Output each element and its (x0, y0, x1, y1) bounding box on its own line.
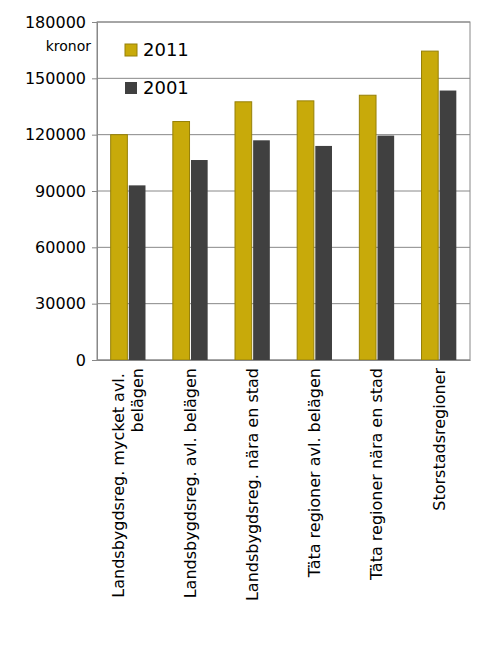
bar (111, 135, 128, 360)
x-tick: Landsbygdsreg. mycket avl. belägen (109, 360, 146, 598)
y-tick-mark (92, 78, 97, 79)
y-tick-mark (92, 360, 97, 361)
y-tick: 30000 (35, 294, 97, 313)
grid (97, 22, 470, 360)
y-tick-label: 90000 (35, 182, 86, 201)
y-tick-mark (92, 135, 97, 136)
bar (173, 122, 190, 360)
y-tick: 90000 (35, 182, 97, 201)
x-tick: Landsbygdsreg. nära en stad (243, 360, 262, 601)
y-tick-label: 30000 (35, 294, 86, 313)
x-tick-label-line: Storstadsregioner (430, 368, 449, 511)
x-tick: Storstadsregioner (430, 360, 449, 511)
x-tick: Täta regioner avl. belägen (305, 360, 324, 578)
bar (377, 136, 394, 360)
bar-series (111, 51, 439, 360)
plot: 0 30000 60000 90000 120000 150000 180000 Landsb… (25, 13, 471, 601)
x-tick-label-line: Landsbygdsreg. nära en stad (243, 368, 262, 601)
bar (253, 140, 270, 360)
y-axis-label: kronor (46, 38, 92, 54)
bar (422, 51, 439, 360)
legend-swatch (125, 44, 137, 56)
legend-item: 2001 (125, 77, 189, 98)
legend-swatch (125, 82, 137, 94)
x-tick-label: Storstadsregioner (430, 368, 449, 511)
bar (440, 91, 457, 360)
x-tick-label: Landsbygdsreg. mycket avl. belägen (109, 368, 146, 598)
x-tick-label: Täta regioner avl. belägen (305, 368, 324, 578)
x-tick-label-line: Landsbygdsreg. avl. belägen (181, 368, 200, 598)
x-tick: Landsbygdsreg. avl. belägen (181, 360, 200, 598)
x-tick-label: Landsbygdsreg. nära en stad (243, 368, 262, 601)
legend-item: 2011 (125, 39, 189, 60)
chart-svg: 0 30000 60000 90000 120000 150000 180000 Landsb… (0, 0, 481, 653)
bar (359, 95, 376, 360)
y-tick-label: 60000 (35, 238, 86, 257)
y-tick-label: 150000 (25, 69, 86, 88)
y-tick-mark (92, 247, 97, 248)
y-tick-label: 180000 (25, 13, 86, 32)
plot-frame (97, 22, 470, 360)
y-tick: 120000 (25, 125, 97, 144)
x-axis: Landsbygdsreg. mycket avl. belägenLandsb… (98, 360, 471, 601)
chart-container: 0 30000 60000 90000 120000 150000 180000 Landsb… (0, 0, 481, 653)
grid-line (97, 303, 470, 304)
x-tick-label-line: Täta regioner avl. belägen (305, 368, 324, 578)
y-tick: 0 (76, 351, 97, 370)
y-axis: 0 30000 60000 90000 120000 150000 180000 (25, 13, 98, 370)
grid-line (97, 191, 470, 192)
legend-label: 2001 (143, 77, 189, 98)
x-tick: Täta regioner nära en stad (367, 360, 386, 581)
x-tick-label-line: belägen (128, 368, 147, 432)
y-tick: 150000 (25, 69, 97, 88)
x-axis-line (98, 360, 471, 361)
y-tick-mark (92, 191, 97, 192)
legend: 2011 2001 (125, 39, 189, 98)
y-tick: 180000 (25, 13, 97, 32)
x-tick-label: Täta regioner nära en stad (367, 368, 386, 581)
y-tick-mark (92, 304, 97, 305)
y-tick-label: 120000 (25, 125, 86, 144)
grid-line (97, 134, 470, 135)
y-axis-line (92, 23, 98, 361)
x-tick-label: Landsbygdsreg. avl. belägen (181, 368, 200, 598)
bar-series (129, 91, 457, 360)
bar (297, 101, 314, 360)
legend-label: 2011 (143, 39, 189, 60)
x-tick-label-line: Täta regioner nära en stad (367, 368, 386, 581)
bars (111, 51, 457, 360)
grid-line (97, 247, 470, 248)
bar (235, 102, 252, 360)
bar (129, 185, 146, 360)
bar (191, 160, 208, 360)
x-tick-label-line: Landsbygdsreg. mycket avl. (109, 368, 128, 598)
y-tick: 60000 (35, 238, 97, 257)
y-tick-label: 0 (76, 351, 86, 370)
bar (315, 146, 332, 360)
y-tick-mark (92, 22, 97, 23)
